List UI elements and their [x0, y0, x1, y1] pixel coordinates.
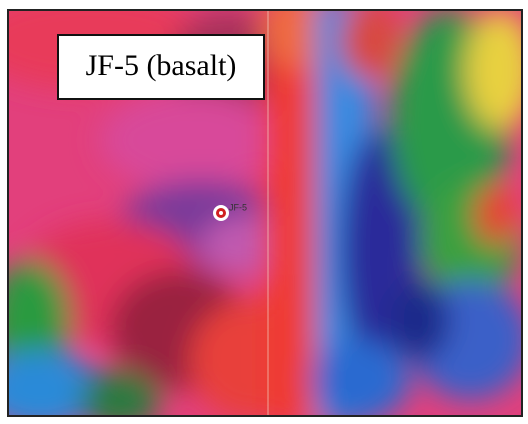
map-title: JF-5 (basalt)	[86, 49, 237, 82]
map-figure: JF-5 (basalt) JF-5	[0, 0, 528, 424]
marker-label: JF-5	[229, 202, 247, 212]
sample-marker	[213, 205, 229, 221]
